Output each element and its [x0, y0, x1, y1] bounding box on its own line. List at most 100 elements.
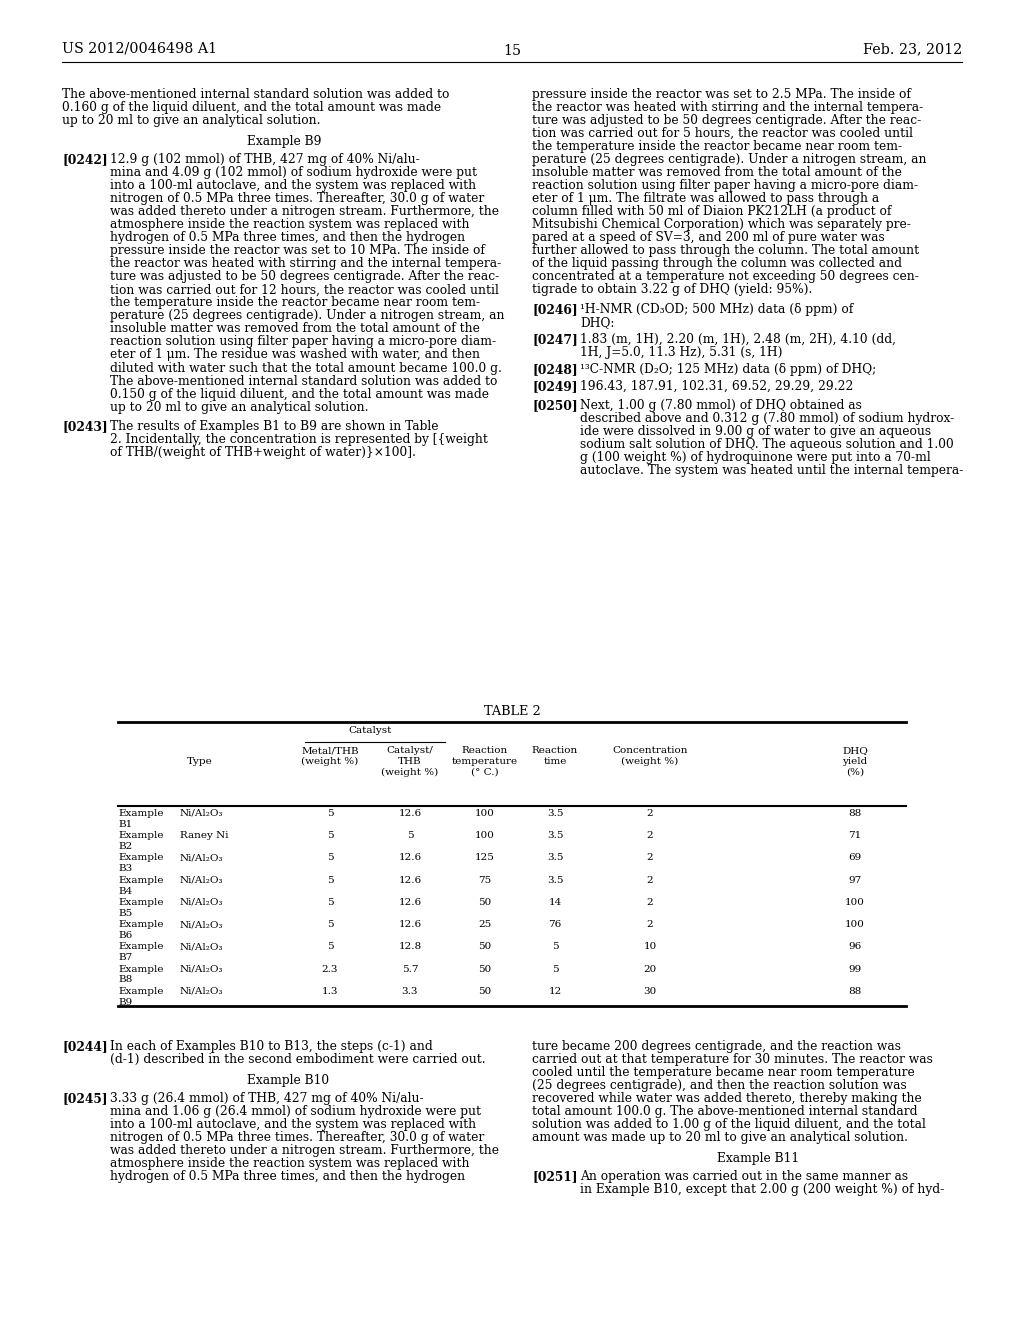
- Text: 1.3: 1.3: [322, 987, 338, 995]
- Text: (weight %): (weight %): [622, 756, 679, 766]
- Text: 12.6: 12.6: [398, 809, 422, 818]
- Text: 75: 75: [478, 875, 492, 884]
- Text: 12.8: 12.8: [398, 942, 422, 952]
- Text: 125: 125: [475, 854, 495, 862]
- Text: reaction solution using filter paper having a micro-pore diam-: reaction solution using filter paper hav…: [110, 335, 496, 348]
- Text: up to 20 ml to give an analytical solution.: up to 20 ml to give an analytical soluti…: [62, 114, 321, 127]
- Text: 2. Incidentally, the concentration is represented by [{weight: 2. Incidentally, the concentration is re…: [110, 433, 487, 446]
- Text: time: time: [544, 756, 566, 766]
- Text: 5: 5: [552, 942, 558, 952]
- Text: [0250]: [0250]: [532, 399, 578, 412]
- Text: cooled until the temperature became near room temperature: cooled until the temperature became near…: [532, 1067, 914, 1078]
- Text: 100: 100: [475, 809, 495, 818]
- Text: 97: 97: [848, 875, 861, 884]
- Text: ture became 200 degrees centigrade, and the reaction was: ture became 200 degrees centigrade, and …: [532, 1040, 901, 1053]
- Text: pressure inside the reactor was set to 10 MPa. The inside of: pressure inside the reactor was set to 1…: [110, 244, 485, 257]
- Text: B5: B5: [118, 908, 132, 917]
- Text: recovered while water was added thereto, thereby making the: recovered while water was added thereto,…: [532, 1092, 922, 1105]
- Text: 5: 5: [327, 898, 334, 907]
- Text: B9: B9: [118, 998, 132, 1007]
- Text: (weight %): (weight %): [301, 756, 358, 766]
- Text: total amount 100.0 g. The above-mentioned internal standard: total amount 100.0 g. The above-mentione…: [532, 1105, 918, 1118]
- Text: 3.5: 3.5: [547, 854, 563, 862]
- Text: The above-mentioned internal standard solution was added to: The above-mentioned internal standard so…: [110, 375, 498, 388]
- Text: up to 20 ml to give an analytical solution.: up to 20 ml to give an analytical soluti…: [110, 400, 369, 413]
- Text: B1: B1: [118, 820, 132, 829]
- Text: ¹H-NMR (CD₃OD; 500 MHz) data (δ ppm) of: ¹H-NMR (CD₃OD; 500 MHz) data (δ ppm) of: [580, 302, 853, 315]
- Text: 3.3: 3.3: [401, 987, 418, 995]
- Text: (25 degrees centigrade), and then the reaction solution was: (25 degrees centigrade), and then the re…: [532, 1078, 906, 1092]
- Text: 99: 99: [848, 965, 861, 974]
- Text: 12.6: 12.6: [398, 875, 422, 884]
- Text: eter of 1 μm. The filtrate was allowed to pass through a: eter of 1 μm. The filtrate was allowed t…: [532, 193, 880, 205]
- Text: insoluble matter was removed from the total amount of the: insoluble matter was removed from the to…: [110, 322, 480, 335]
- Text: Catalyst: Catalyst: [348, 726, 392, 735]
- Text: 2: 2: [647, 898, 653, 907]
- Text: (weight %): (weight %): [381, 768, 438, 777]
- Text: Feb. 23, 2012: Feb. 23, 2012: [863, 42, 962, 55]
- Text: Example B9: Example B9: [247, 135, 322, 148]
- Text: 12: 12: [549, 987, 561, 995]
- Text: 5: 5: [327, 942, 334, 952]
- Text: solution was added to 1.00 g of the liquid diluent, and the total: solution was added to 1.00 g of the liqu…: [532, 1118, 926, 1131]
- Text: nitrogen of 0.5 MPa three times. Thereafter, 30.0 g of water: nitrogen of 0.5 MPa three times. Thereaf…: [110, 193, 484, 205]
- Text: 196.43, 187.91, 102.31, 69.52, 29.29, 29.22: 196.43, 187.91, 102.31, 69.52, 29.29, 29…: [580, 380, 853, 393]
- Text: Reaction: Reaction: [531, 746, 579, 755]
- Text: The results of Examples B1 to B9 are shown in Table: The results of Examples B1 to B9 are sho…: [110, 420, 438, 433]
- Text: 100: 100: [475, 832, 495, 841]
- Text: 1.83 (m, 1H), 2.20 (m, 1H), 2.48 (m, 2H), 4.10 (dd,: 1.83 (m, 1H), 2.20 (m, 1H), 2.48 (m, 2H)…: [580, 333, 896, 346]
- Text: 20: 20: [643, 965, 656, 974]
- Text: 2: 2: [647, 809, 653, 818]
- Text: 12.6: 12.6: [398, 898, 422, 907]
- Text: 5: 5: [552, 965, 558, 974]
- Text: Ni/Al₂O₃: Ni/Al₂O₃: [180, 920, 223, 929]
- Text: ide were dissolved in 9.00 g of water to give an aqueous: ide were dissolved in 9.00 g of water to…: [580, 425, 931, 438]
- Text: sodium salt solution of DHQ. The aqueous solution and 1.00: sodium salt solution of DHQ. The aqueous…: [580, 438, 953, 451]
- Text: mina and 1.06 g (26.4 mmol) of sodium hydroxide were put: mina and 1.06 g (26.4 mmol) of sodium hy…: [110, 1105, 481, 1118]
- Text: 0.160 g of the liquid diluent, and the total amount was made: 0.160 g of the liquid diluent, and the t…: [62, 102, 441, 114]
- Text: autoclave. The system was heated until the internal tempera-: autoclave. The system was heated until t…: [580, 465, 964, 478]
- Text: 2: 2: [647, 920, 653, 929]
- Text: was added thereto under a nitrogen stream. Furthermore, the: was added thereto under a nitrogen strea…: [110, 205, 499, 218]
- Text: Example B11: Example B11: [717, 1152, 799, 1166]
- Text: Example: Example: [118, 832, 164, 841]
- Text: ¹³C-NMR (D₂O; 125 MHz) data (δ ppm) of DHQ;: ¹³C-NMR (D₂O; 125 MHz) data (δ ppm) of D…: [580, 363, 877, 376]
- Text: 100: 100: [845, 898, 865, 907]
- Text: TABLE 2: TABLE 2: [483, 705, 541, 718]
- Text: mina and 4.09 g (102 mmol) of sodium hydroxide were put: mina and 4.09 g (102 mmol) of sodium hyd…: [110, 166, 477, 180]
- Text: 5: 5: [327, 832, 334, 841]
- Text: the temperature inside the reactor became near room tem-: the temperature inside the reactor becam…: [110, 297, 480, 309]
- Text: 50: 50: [478, 942, 492, 952]
- Text: ture was adjusted to be 50 degrees centigrade. After the reac-: ture was adjusted to be 50 degrees centi…: [532, 114, 922, 127]
- Text: [0246]: [0246]: [532, 302, 578, 315]
- Text: the reactor was heated with stirring and the internal tempera-: the reactor was heated with stirring and…: [532, 102, 924, 114]
- Text: hydrogen of 0.5 MPa three times, and then the hydrogen: hydrogen of 0.5 MPa three times, and the…: [110, 1171, 465, 1183]
- Text: 96: 96: [848, 942, 861, 952]
- Text: (d-1) described in the second embodiment were carried out.: (d-1) described in the second embodiment…: [110, 1053, 485, 1067]
- Text: 5: 5: [407, 832, 414, 841]
- Text: further allowed to pass through the column. The total amount: further allowed to pass through the colu…: [532, 244, 920, 257]
- Text: pared at a speed of SV=3, and 200 ml of pure water was: pared at a speed of SV=3, and 200 ml of …: [532, 231, 885, 244]
- Text: DHQ:: DHQ:: [580, 315, 614, 329]
- Text: [0247]: [0247]: [532, 333, 578, 346]
- Text: THB: THB: [398, 756, 422, 766]
- Text: the temperature inside the reactor became near room tem-: the temperature inside the reactor becam…: [532, 140, 902, 153]
- Text: Mitsubishi Chemical Corporation) which was separately pre-: Mitsubishi Chemical Corporation) which w…: [532, 218, 911, 231]
- Text: 71: 71: [848, 832, 861, 841]
- Text: 1H, J=5.0, 11.3 Hz), 5.31 (s, 1H): 1H, J=5.0, 11.3 Hz), 5.31 (s, 1H): [580, 346, 782, 359]
- Text: Example: Example: [118, 920, 164, 929]
- Text: (° C.): (° C.): [471, 768, 499, 776]
- Text: US 2012/0046498 A1: US 2012/0046498 A1: [62, 42, 217, 55]
- Text: column filled with 50 ml of Diaion PK212LH (a product of: column filled with 50 ml of Diaion PK212…: [532, 205, 891, 218]
- Text: 12.6: 12.6: [398, 920, 422, 929]
- Text: B6: B6: [118, 931, 132, 940]
- Text: 5: 5: [327, 875, 334, 884]
- Text: in Example B10, except that 2.00 g (200 weight %) of hyd-: in Example B10, except that 2.00 g (200 …: [580, 1183, 944, 1196]
- Text: [0249]: [0249]: [532, 380, 578, 393]
- Text: Example: Example: [118, 942, 164, 952]
- Text: 2.3: 2.3: [322, 965, 338, 974]
- Text: pressure inside the reactor was set to 2.5 MPa. The inside of: pressure inside the reactor was set to 2…: [532, 88, 911, 102]
- Text: 25: 25: [478, 920, 492, 929]
- Text: [0242]: [0242]: [62, 153, 108, 166]
- Text: [0245]: [0245]: [62, 1092, 108, 1105]
